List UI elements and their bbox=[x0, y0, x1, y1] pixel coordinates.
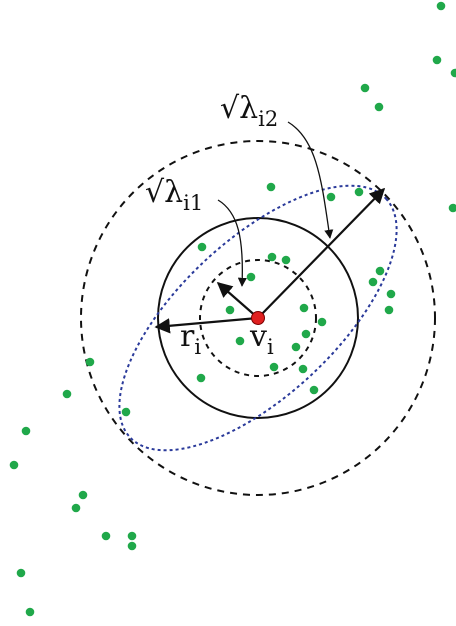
data-point bbox=[21, 426, 31, 436]
radius-arrow bbox=[154, 316, 259, 334]
data-point bbox=[121, 407, 131, 417]
label-sqrt-lambda-i2: √λi2 bbox=[220, 91, 278, 131]
data-point bbox=[375, 266, 385, 276]
data-point bbox=[9, 460, 19, 470]
data-point bbox=[386, 289, 396, 299]
data-point bbox=[291, 342, 301, 352]
label-r-i: ri bbox=[180, 319, 201, 359]
label-sqrt-lambda-i1: √λi1 bbox=[145, 175, 203, 215]
outer-dashed-circle bbox=[80, 140, 436, 496]
data-point bbox=[448, 203, 456, 213]
data-point bbox=[71, 503, 81, 513]
data-point bbox=[281, 255, 291, 265]
major-axis-arrow bbox=[257, 187, 386, 319]
data-point bbox=[269, 362, 279, 372]
data-point bbox=[16, 568, 26, 578]
label-v-i: vi bbox=[249, 319, 274, 359]
data-point bbox=[309, 385, 319, 395]
data-point bbox=[299, 303, 309, 313]
data-point bbox=[298, 364, 308, 374]
data-point bbox=[266, 182, 276, 192]
data-point bbox=[78, 490, 88, 500]
inner-dashed-circle bbox=[199, 259, 317, 377]
data-point bbox=[127, 541, 137, 551]
data-point bbox=[25, 607, 35, 617]
data-point bbox=[360, 83, 370, 93]
data-point bbox=[235, 336, 245, 346]
data-point bbox=[127, 531, 137, 541]
minor-axis-arrow bbox=[216, 281, 259, 319]
center-point-v-i bbox=[251, 311, 265, 325]
data-points bbox=[9, 1, 456, 617]
data-point bbox=[450, 68, 456, 78]
data-point bbox=[436, 1, 446, 11]
data-point bbox=[101, 531, 111, 541]
data-point bbox=[246, 272, 256, 282]
leader-line-lambda-i2 bbox=[287, 121, 334, 239]
data-point bbox=[368, 277, 378, 287]
leader-line-lambda-i1 bbox=[217, 199, 247, 287]
data-point bbox=[267, 252, 277, 262]
data-point bbox=[354, 187, 364, 197]
data-point bbox=[196, 373, 206, 383]
data-point bbox=[326, 192, 336, 202]
data-point bbox=[62, 389, 72, 399]
radius-circle bbox=[157, 217, 359, 419]
data-point bbox=[85, 357, 95, 367]
data-point bbox=[197, 242, 207, 252]
data-point bbox=[374, 102, 384, 112]
data-point bbox=[432, 55, 442, 65]
data-point bbox=[384, 305, 394, 315]
covariance-ellipse bbox=[118, 184, 398, 452]
data-point bbox=[301, 329, 311, 339]
data-point bbox=[225, 305, 235, 315]
data-point bbox=[317, 317, 327, 327]
